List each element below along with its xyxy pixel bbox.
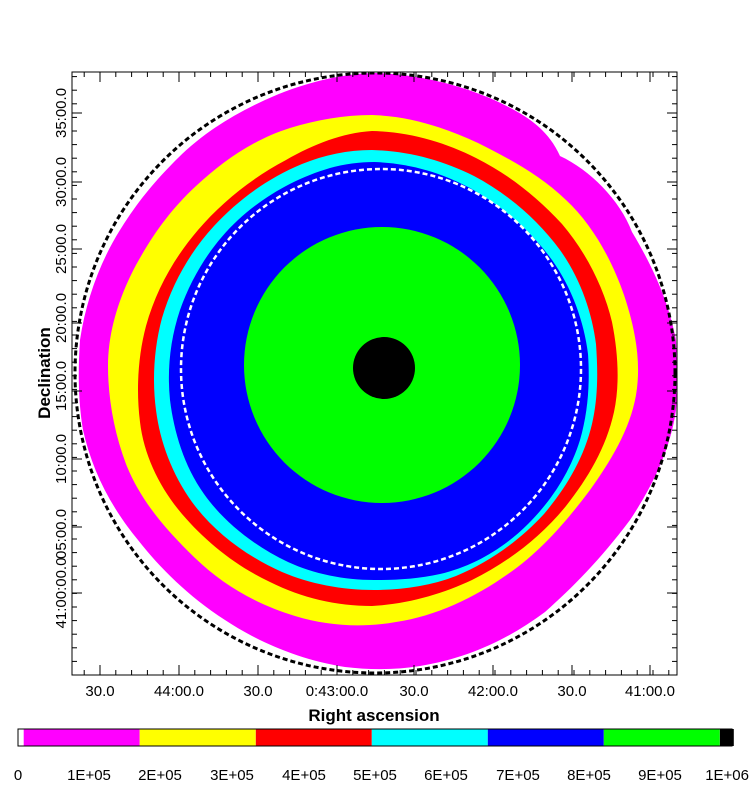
colorbar-tick-label: 2E+05 [138,767,182,784]
colorbar-tick-label: 1E+06 [705,767,749,784]
colorbar: 0 1E+05 2E+05 3E+05 4E+05 5E+05 6E+05 7E… [14,728,749,784]
colorbar-segment-black [719,729,734,746]
colorbar-segment-magenta [23,729,140,746]
x-tick-label: 30.0 [85,683,114,700]
x-tick-label: 42:00.0 [468,683,518,700]
y-tick-label: 41:00:00.0 [53,558,70,629]
y-tick-labels: 41:00:00.0 05:00.0 10:00.0 15:00.0 20:00… [53,88,70,628]
colorbar-segment-red [255,729,372,746]
region-black [353,337,415,399]
colorbar-tick-label: 0 [14,767,22,784]
contour-regions [78,73,678,670]
colorbar-segment-cyan [371,729,488,746]
colorbar-tick-label: 7E+05 [496,767,540,784]
colorbar-tick-label: 6E+05 [424,767,468,784]
major-ticks [72,72,677,675]
y-tick-label: 10:00.0 [53,434,70,484]
x-axis-label: Right ascension [308,706,439,725]
x-tick-label: 30.0 [399,683,428,700]
colorbar-segment-white [18,729,24,746]
y-tick-label: 30:00.0 [53,157,70,207]
plot-frame [71,71,678,676]
colorbar-segments [18,729,734,746]
colorbar-frame [17,728,733,747]
colorbar-segment-blue [487,729,604,746]
y-tick-label: 35:00.0 [53,88,70,138]
x-tick-label: 30.0 [557,683,586,700]
x-tick-label: 0:43:00.0 [306,683,369,700]
colorbar-tick-label: 8E+05 [567,767,611,784]
colorbar-labels: 0 1E+05 2E+05 3E+05 4E+05 5E+05 6E+05 7E… [14,767,749,784]
y-tick-label: 20:00.0 [53,293,70,343]
colorbar-segment-yellow [139,729,256,746]
x-tick-label: 44:00.0 [154,683,204,700]
colorbar-tick-label: 3E+05 [210,767,254,784]
colorbar-tick-label: 9E+05 [638,767,682,784]
y-axis-label: Declination [35,327,54,419]
y-tick-label: 25:00.0 [53,224,70,274]
outer-field-circle [73,71,677,675]
inner-field-circle [179,167,583,571]
colorbar-tick-label: 4E+05 [282,767,326,784]
x-tick-label: 30.0 [243,683,272,700]
colorbar-tick-label: 5E+05 [353,767,397,784]
y-tick-label: 05:00.0 [53,509,70,559]
colorbar-tick-label: 1E+05 [67,767,111,784]
x-tick-labels: 30.0 44:00.0 30.0 0:43:00.0 30.0 42:00.0… [85,683,675,700]
x-tick-label: 41:00.0 [625,683,675,700]
y-tick-label: 15:00.0 [53,361,70,411]
minor-ticks [72,72,677,676]
colorbar-segment-green [603,729,720,746]
